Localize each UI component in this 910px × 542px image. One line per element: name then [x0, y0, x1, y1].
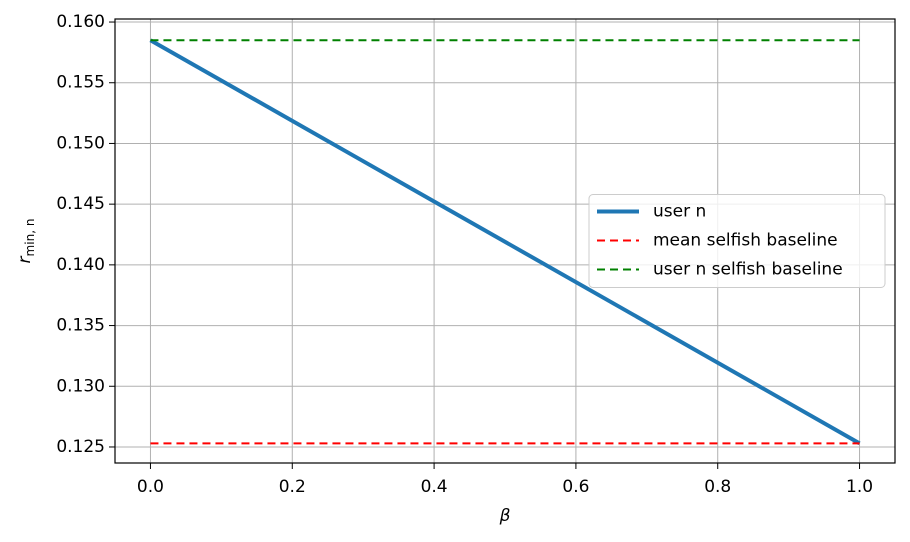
- y-tick-label: 0.130: [56, 376, 105, 396]
- data-layer: [149, 38, 861, 446]
- x-tick-label: 0.8: [704, 477, 731, 497]
- legend-box: [588, 194, 886, 288]
- data-line: [149, 38, 861, 446]
- y-tick-label: 0.135: [56, 316, 105, 336]
- y-tick-label: 0.150: [56, 133, 105, 153]
- y-axis-label: rmin, n: [15, 219, 37, 264]
- x-tick-label: 0.4: [421, 477, 448, 497]
- tick-layer: 0.0 0.2 0.4 0.6 0.8 1.0 0.125 0.130 0.135 0.140 0.…: [56, 12, 873, 497]
- x-axis-label: β: [499, 506, 511, 526]
- x-tick-label: 0.0: [137, 477, 164, 497]
- x-tick-label: 0.2: [279, 477, 306, 497]
- y-axis-label-subscript: min, n: [23, 219, 37, 257]
- y-tick-label: 0.140: [56, 255, 105, 275]
- y-tick-label: 0.125: [56, 437, 105, 457]
- y-tick-label: 0.145: [56, 194, 105, 214]
- plot-frame: [114, 18, 896, 464]
- legend: user n mean selfish baseline user n selfis…: [588, 194, 886, 288]
- x-tick-label: 0.6: [562, 477, 589, 497]
- legend-label: user n: [653, 202, 706, 222]
- y-tick-label: 0.160: [56, 12, 105, 32]
- y-tick-label: 0.155: [56, 73, 105, 93]
- legend-label: mean selfish baseline: [653, 231, 838, 251]
- y-axis-label-base: r: [15, 255, 35, 263]
- legend-label: user n selfish baseline: [653, 260, 843, 280]
- x-tick-label: 1.0: [846, 477, 873, 497]
